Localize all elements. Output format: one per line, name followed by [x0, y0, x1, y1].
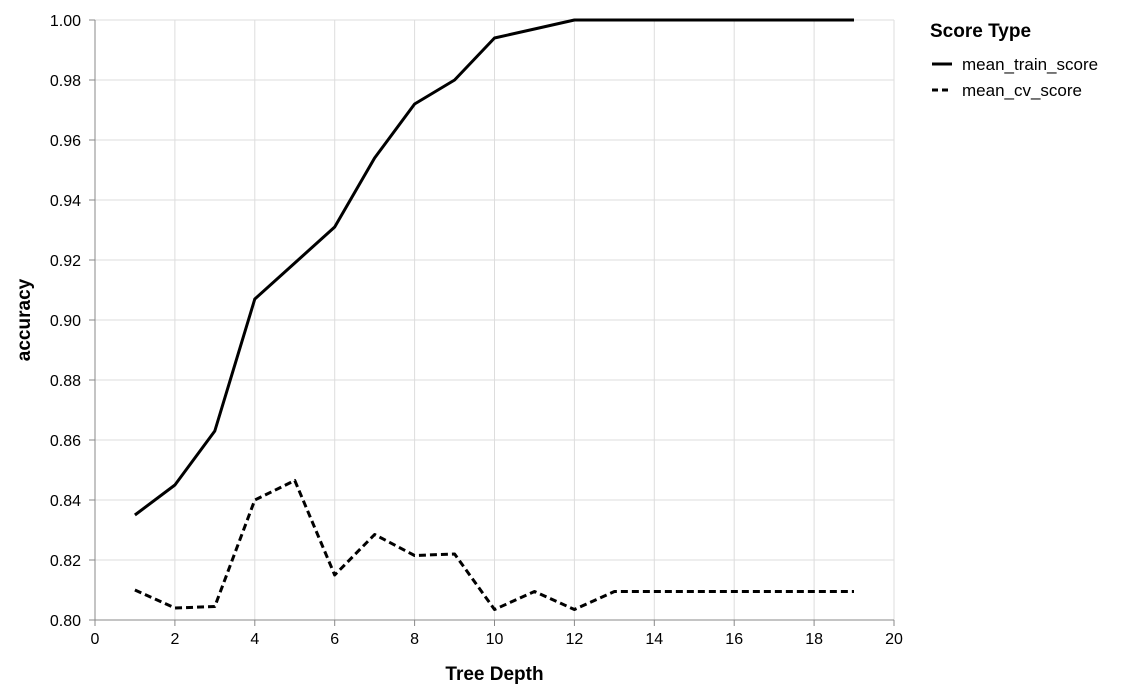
- x-tick-label: 10: [486, 631, 504, 648]
- x-tick-label: 12: [566, 631, 584, 648]
- y-tick-label: 0.88: [50, 373, 81, 390]
- y-tick-label: 0.84: [50, 493, 81, 510]
- y-axis-title: accuracy: [14, 278, 35, 361]
- series-line-mean-train-score: [133, 18, 854, 517]
- x-tick-label: 4: [250, 631, 259, 648]
- series-line-mean-cv-score: [134, 479, 854, 611]
- x-axis-title: Tree Depth: [445, 664, 543, 685]
- y-tick-label: 0.96: [50, 133, 81, 150]
- legend: Score Type mean_train_score mean_cv_score: [930, 21, 1098, 100]
- legend-title: Score Type: [930, 21, 1031, 42]
- x-tick-label: 20: [885, 631, 903, 648]
- y-tick-label: 0.92: [50, 253, 81, 270]
- x-tick-label: 2: [170, 631, 179, 648]
- y-tick-label: 0.82: [50, 553, 81, 570]
- legend-label-mean-cv-score: mean_cv_score: [962, 81, 1082, 100]
- y-tick-label: 0.98: [50, 73, 81, 90]
- series-lines: [133, 18, 854, 611]
- y-tick-label: 0.94: [50, 193, 81, 210]
- x-tick-label: 8: [410, 631, 419, 648]
- y-tick-label: 0.80: [50, 613, 81, 630]
- x-tick-label: 16: [725, 631, 743, 648]
- grid: [94, 19, 895, 621]
- y-tick-label: 0.90: [50, 313, 81, 330]
- axes: 0 2 4 6 8 10 12 14 16 18 20 0.80 0.82 0.84 0.86 0.88 0.9…: [50, 13, 903, 648]
- x-tick-label: 6: [330, 631, 339, 648]
- x-tick-label: 18: [805, 631, 823, 648]
- x-tick-label: 0: [91, 631, 100, 648]
- x-tick-label: 14: [645, 631, 663, 648]
- y-tick-label: 1.00: [50, 13, 81, 30]
- legend-label-mean-train-score: mean_train_score: [962, 55, 1098, 74]
- y-tick-label: 0.86: [50, 433, 81, 450]
